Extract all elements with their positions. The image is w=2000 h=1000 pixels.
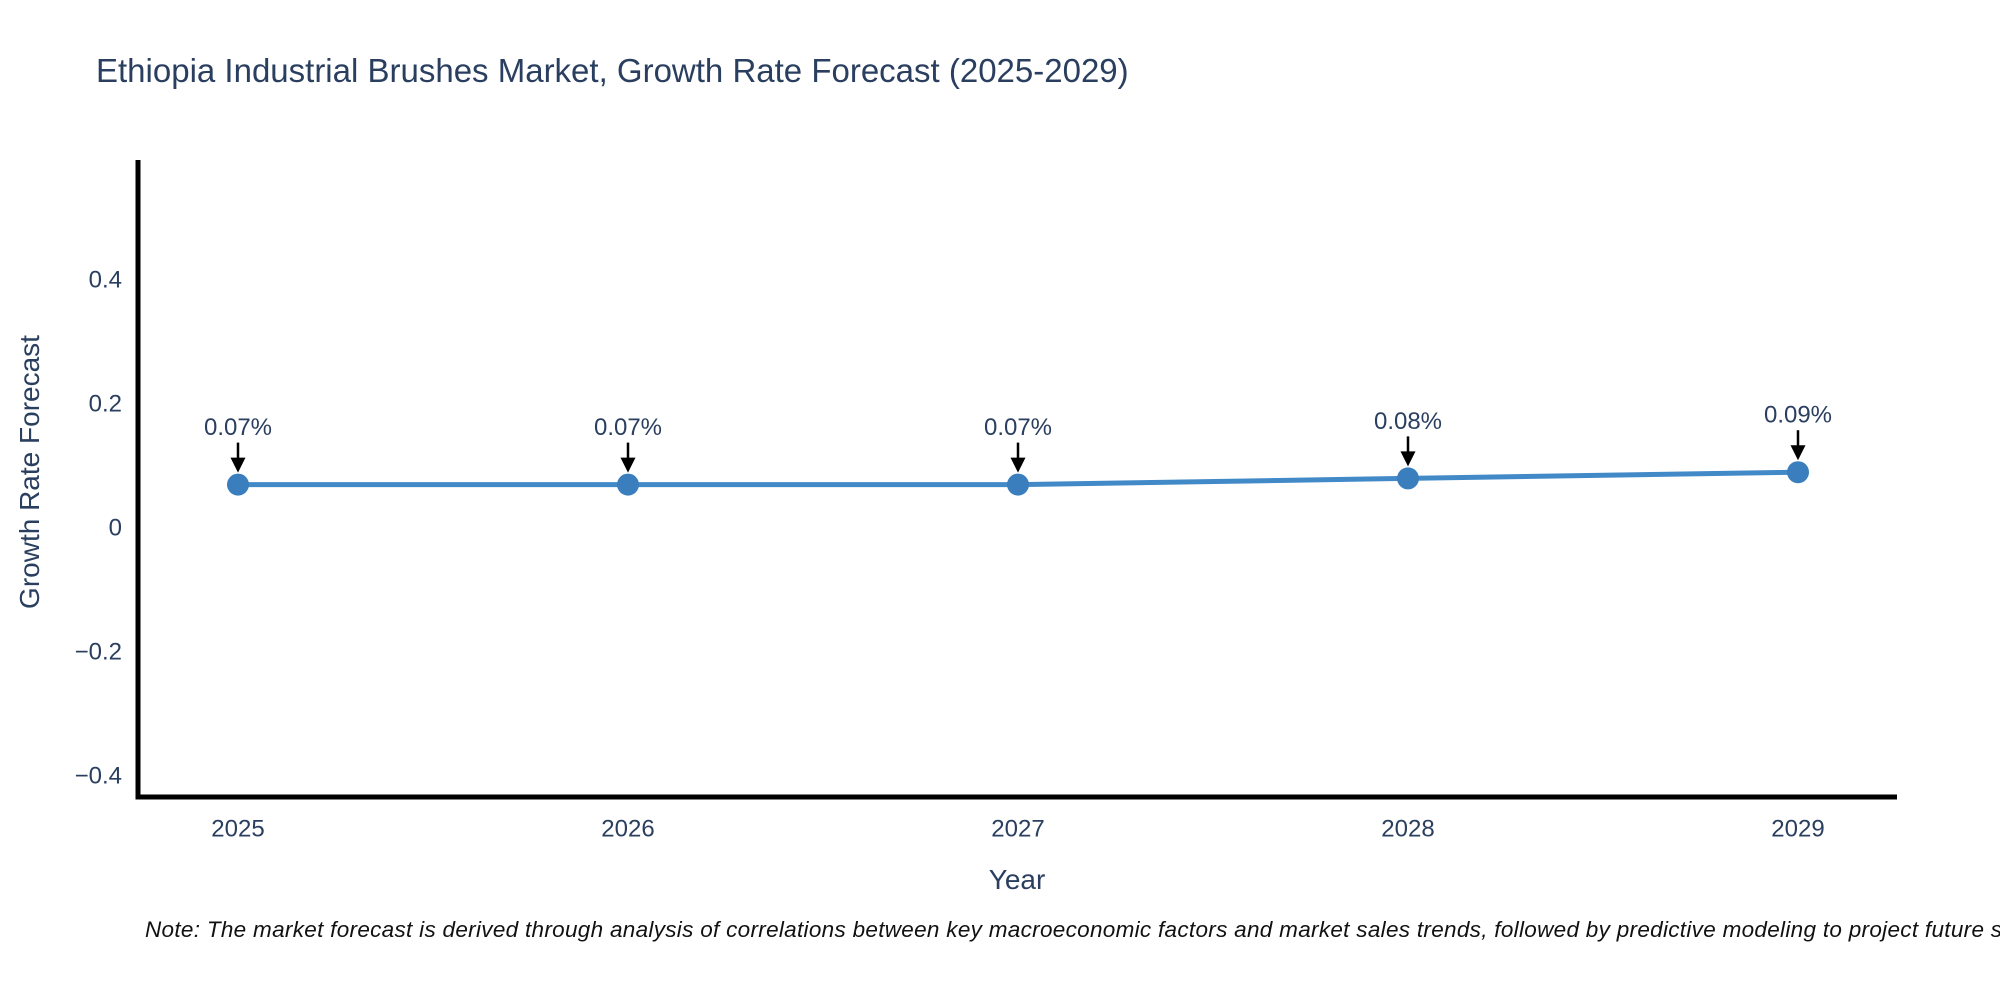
annotation-label: 0.07% bbox=[204, 414, 272, 441]
y-tick-label: 0.4 bbox=[89, 267, 122, 294]
data-point-marker[interactable] bbox=[1787, 461, 1809, 484]
y-tick-label: 0 bbox=[109, 515, 122, 542]
x-tick-label: 2028 bbox=[1381, 816, 1434, 843]
x-tick-label: 2029 bbox=[1771, 816, 1824, 843]
annotation-label: 0.08% bbox=[1374, 408, 1442, 435]
annotation-label: 0.07% bbox=[984, 414, 1052, 441]
footnote: Note: The market forecast is derived thr… bbox=[145, 917, 2000, 942]
annotation-arrowhead bbox=[1400, 451, 1416, 467]
annotation-arrowhead bbox=[620, 457, 636, 473]
y-tick-label: −0.2 bbox=[75, 639, 122, 666]
y-tick-label: −0.4 bbox=[75, 763, 122, 790]
x-tick-label: 2025 bbox=[211, 816, 264, 843]
annotation-label: 0.07% bbox=[594, 414, 662, 441]
annotation-arrowhead bbox=[1010, 457, 1026, 473]
y-axis-title: Growth Rate Forecast bbox=[14, 335, 45, 609]
x-tick-label: 2027 bbox=[991, 816, 1044, 843]
data-point-marker[interactable] bbox=[1007, 473, 1029, 496]
chart-title: Ethiopia Industrial Brushes Market, Grow… bbox=[96, 52, 1129, 89]
data-point-marker[interactable] bbox=[1397, 467, 1419, 490]
y-tick-label: 0.2 bbox=[89, 391, 122, 418]
x-axis-title: Year bbox=[988, 864, 1046, 895]
data-point-marker[interactable] bbox=[617, 473, 639, 496]
data-point-marker[interactable] bbox=[227, 473, 249, 496]
annotation-arrowhead bbox=[1790, 445, 1806, 461]
annotation-arrowhead bbox=[230, 457, 246, 473]
annotation-label: 0.09% bbox=[1764, 402, 1832, 429]
x-tick-label: 2026 bbox=[601, 816, 654, 843]
